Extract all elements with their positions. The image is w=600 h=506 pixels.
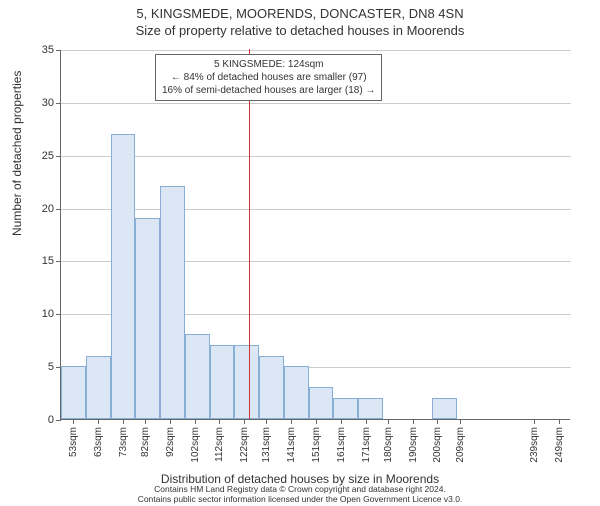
info-line2: ← 84% of detached houses are smaller (97…	[162, 71, 375, 84]
ytick-mark	[56, 314, 61, 315]
xtick-label: 180sqm	[383, 427, 394, 463]
xtick-label: 53sqm	[68, 427, 79, 457]
info-line1: 5 KINGSMEDE: 124sqm	[162, 58, 375, 71]
xtick-label: 112sqm	[214, 427, 225, 462]
reference-line	[249, 49, 250, 419]
xtick-label: 73sqm	[118, 427, 129, 457]
ytick-label: 0	[24, 414, 54, 426]
xtick-label: 63sqm	[93, 427, 104, 457]
xtick-mark	[460, 419, 461, 424]
ytick-label: 20	[24, 203, 54, 215]
xtick-mark	[388, 419, 389, 424]
gridline	[61, 156, 571, 157]
xtick-mark	[316, 419, 317, 424]
xtick-label: 141sqm	[286, 427, 297, 463]
ytick-label: 15	[24, 255, 54, 267]
xtick-mark	[195, 419, 196, 424]
ytick-mark	[56, 209, 61, 210]
xtick-mark	[341, 419, 342, 424]
xtick-label: 161sqm	[336, 427, 347, 463]
xtick-mark	[123, 419, 124, 424]
xtick-label: 131sqm	[261, 427, 272, 463]
xtick-label: 190sqm	[408, 427, 419, 463]
ytick-label: 25	[24, 150, 54, 162]
footer: Contains HM Land Registry data © Crown c…	[0, 484, 600, 504]
xtick-mark	[170, 419, 171, 424]
xtick-mark	[291, 419, 292, 424]
histogram-bar	[210, 345, 235, 419]
ytick-label: 10	[24, 308, 54, 320]
gridline	[61, 50, 571, 51]
chart-container: 5, KINGSMEDE, MOORENDS, DONCASTER, DN8 4…	[0, 6, 600, 506]
xtick-label: 82sqm	[140, 427, 151, 457]
ytick-mark	[56, 156, 61, 157]
xtick-mark	[559, 419, 560, 424]
ytick-mark	[56, 50, 61, 51]
ytick-label: 5	[24, 361, 54, 373]
title-sub: Size of property relative to detached ho…	[0, 23, 600, 38]
ytick-mark	[56, 103, 61, 104]
footer-line2: Contains public sector information licen…	[0, 494, 600, 504]
xtick-mark	[366, 419, 367, 424]
histogram-bar	[61, 366, 86, 419]
histogram-bar	[284, 366, 309, 419]
histogram-bar	[309, 387, 334, 419]
xtick-mark	[73, 419, 74, 424]
xtick-label: 122sqm	[239, 427, 250, 463]
xtick-mark	[437, 419, 438, 424]
histogram-bar	[86, 356, 111, 419]
xtick-label: 239sqm	[529, 427, 540, 463]
plot	[60, 50, 570, 420]
chart-area: 5 KINGSMEDE: 124sqm ← 84% of detached ho…	[60, 50, 570, 420]
histogram-bar	[185, 334, 210, 419]
xtick-mark	[244, 419, 245, 424]
xtick-label: 151sqm	[311, 427, 322, 463]
info-box: 5 KINGSMEDE: 124sqm ← 84% of detached ho…	[155, 54, 382, 101]
histogram-bar	[160, 186, 185, 419]
xtick-label: 209sqm	[455, 427, 466, 463]
xtick-label: 92sqm	[165, 427, 176, 457]
histogram-bar	[111, 134, 136, 419]
histogram-bar	[234, 345, 259, 419]
y-axis-label: Number of detached properties	[10, 71, 24, 236]
xtick-label: 249sqm	[554, 427, 565, 463]
xtick-mark	[266, 419, 267, 424]
histogram-bar	[432, 398, 457, 419]
gridline	[61, 103, 571, 104]
gridline	[61, 209, 571, 210]
ytick-mark	[56, 420, 61, 421]
xtick-mark	[145, 419, 146, 424]
xtick-mark	[219, 419, 220, 424]
histogram-bar	[135, 218, 160, 419]
histogram-bar	[358, 398, 383, 419]
xtick-label: 171sqm	[361, 427, 372, 463]
xtick-mark	[98, 419, 99, 424]
footer-line1: Contains HM Land Registry data © Crown c…	[0, 484, 600, 494]
ytick-label: 35	[24, 44, 54, 56]
xtick-label: 200sqm	[432, 427, 443, 463]
histogram-bar	[259, 356, 284, 419]
title-main: 5, KINGSMEDE, MOORENDS, DONCASTER, DN8 4…	[0, 6, 600, 21]
ytick-label: 30	[24, 97, 54, 109]
xtick-mark	[413, 419, 414, 424]
xtick-mark	[534, 419, 535, 424]
xtick-label: 102sqm	[190, 427, 201, 463]
info-line3: 16% of semi-detached houses are larger (…	[162, 84, 375, 97]
ytick-mark	[56, 261, 61, 262]
histogram-bar	[333, 398, 358, 419]
